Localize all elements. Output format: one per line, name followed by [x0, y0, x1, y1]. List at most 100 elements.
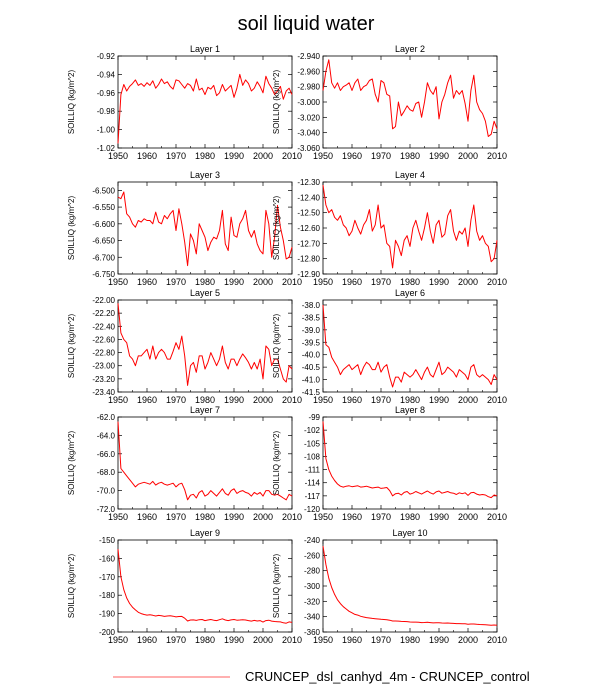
series-line [117, 421, 293, 501]
y-tick-label: -180 [99, 591, 116, 600]
y-tick-label: -6.750 [92, 270, 115, 279]
y-tick-label: -170 [99, 573, 116, 582]
y-tick-label: -114 [305, 479, 321, 488]
x-tick-label: 2000 [458, 395, 478, 405]
x-tick-label: 2010 [487, 395, 507, 405]
x-tick-label: 2010 [487, 277, 507, 287]
x-tick-label: 2010 [282, 395, 302, 405]
x-tick-label: 1950 [108, 151, 128, 161]
x-tick-label: 1970 [371, 512, 391, 522]
x-tick-label: 2000 [253, 277, 273, 287]
y-tick-label: -12.70 [297, 239, 320, 248]
plot-frame [322, 416, 498, 510]
y-tick-label: -120 [304, 505, 321, 514]
y-tick-label: -6.550 [92, 203, 115, 212]
x-tick-label: 1990 [429, 151, 449, 161]
y-tick-label: -105 [304, 439, 321, 448]
y-tick-label: -160 [99, 554, 116, 563]
x-tick-label: 2010 [487, 151, 507, 161]
panel-title: Layer 4 [395, 170, 425, 180]
y-tick-label: -320 [304, 597, 321, 606]
y-axis-label: SOILLIQ (kg/m^2) [272, 314, 281, 379]
y-axis-label: SOILLIQ (kg/m^2) [272, 554, 281, 619]
figure-title: soil liquid water [238, 13, 375, 35]
x-tick-label: 1960 [342, 512, 362, 522]
y-tick-label: -6.700 [92, 253, 115, 262]
y-axis-label: SOILLIQ (kg/m^2) [272, 431, 281, 496]
plot-frame [322, 539, 498, 633]
y-tick-label: -22.40 [92, 322, 115, 331]
panel-title: Layer 8 [395, 405, 425, 415]
y-tick-label: -3.040 [297, 129, 320, 138]
x-tick-label: 1960 [137, 395, 157, 405]
x-tick-label: 1960 [137, 635, 157, 645]
plot-frame [117, 539, 293, 633]
y-tick-label: -3.060 [297, 144, 320, 153]
y-tick-label: -200 [99, 628, 116, 637]
y-axis-label: SOILLIQ (kg/m^2) [67, 314, 76, 379]
y-tick-label: -3.020 [297, 113, 320, 122]
y-tick-label: -72.0 [97, 505, 116, 514]
x-tick-label: 2000 [458, 151, 478, 161]
y-tick-label: -0.92 [97, 52, 116, 61]
x-tick-label: 1980 [195, 635, 215, 645]
x-tick-label: 2000 [458, 635, 478, 645]
panel-title: Layer 9 [190, 528, 220, 538]
plot-frame [322, 181, 498, 275]
y-tick-label: -0.98 [97, 107, 116, 116]
x-tick-label: 1980 [400, 395, 420, 405]
y-tick-label: -6.650 [92, 237, 115, 246]
y-tick-label: -6.600 [92, 220, 115, 229]
y-tick-label: -1.02 [97, 144, 116, 153]
y-tick-label: -23.20 [92, 375, 115, 384]
x-tick-label: 1990 [224, 151, 244, 161]
x-tick-label: 1970 [166, 395, 186, 405]
y-tick-label: -12.80 [297, 255, 320, 264]
x-tick-label: 1970 [371, 635, 391, 645]
x-tick-label: 1990 [224, 277, 244, 287]
x-tick-label: 1990 [224, 512, 244, 522]
y-tick-label: -117 [305, 492, 321, 501]
x-tick-label: 1950 [108, 512, 128, 522]
x-tick-label: 1950 [313, 151, 333, 161]
x-tick-label: 1980 [400, 151, 420, 161]
y-tick-label: -280 [304, 567, 321, 576]
y-axis-label: SOILLIQ (kg/m^2) [67, 70, 76, 135]
x-tick-label: 1950 [108, 395, 128, 405]
x-tick-label: 1990 [429, 395, 449, 405]
x-tick-label: 2000 [458, 277, 478, 287]
y-tick-label: -68.0 [97, 468, 116, 477]
x-tick-label: 1970 [166, 635, 186, 645]
panel-title: Layer 10 [392, 528, 427, 538]
y-axis-label: SOILLIQ (kg/m^2) [272, 70, 281, 135]
y-tick-label: -22.00 [92, 296, 115, 305]
x-tick-label: 1950 [313, 277, 333, 287]
x-tick-label: 2000 [253, 512, 273, 522]
panel-grid: Layer 1 1950 1960 1970 1980 1990 2000 2010 -1.02… [67, 44, 507, 645]
x-tick-label: 2010 [282, 151, 302, 161]
x-tick-label: 1980 [195, 151, 215, 161]
y-tick-label: -0.94 [97, 70, 116, 79]
x-tick-label: 1950 [313, 512, 333, 522]
y-tick-label: -41.5 [302, 388, 321, 397]
x-tick-label: 2010 [487, 635, 507, 645]
y-axis-label: SOILLIQ (kg/m^2) [67, 431, 76, 496]
y-tick-label: -300 [304, 582, 321, 591]
x-tick-label: 1970 [166, 512, 186, 522]
series-line [117, 303, 293, 386]
series-line [322, 421, 498, 499]
x-tick-label: 1970 [371, 395, 391, 405]
y-tick-label: -2.980 [297, 83, 320, 92]
y-tick-label: -39.5 [302, 338, 321, 347]
series-line [322, 185, 498, 269]
legend-label: CRUNCEP_dsl_canhyd_4m - CRUNCEP_control [245, 669, 530, 684]
chart-panel-9: Layer 9 1950 1960 1970 1980 1990 2000 2010 -200 -… [67, 528, 302, 645]
x-tick-label: 1970 [166, 151, 186, 161]
x-tick-label: 1950 [313, 395, 333, 405]
y-axis-label: SOILLIQ (kg/m^2) [67, 554, 76, 619]
chart-panel-1: Layer 1 1950 1960 1970 1980 1990 2000 2010 -1.02… [67, 44, 302, 161]
y-tick-label: -240 [304, 536, 321, 545]
